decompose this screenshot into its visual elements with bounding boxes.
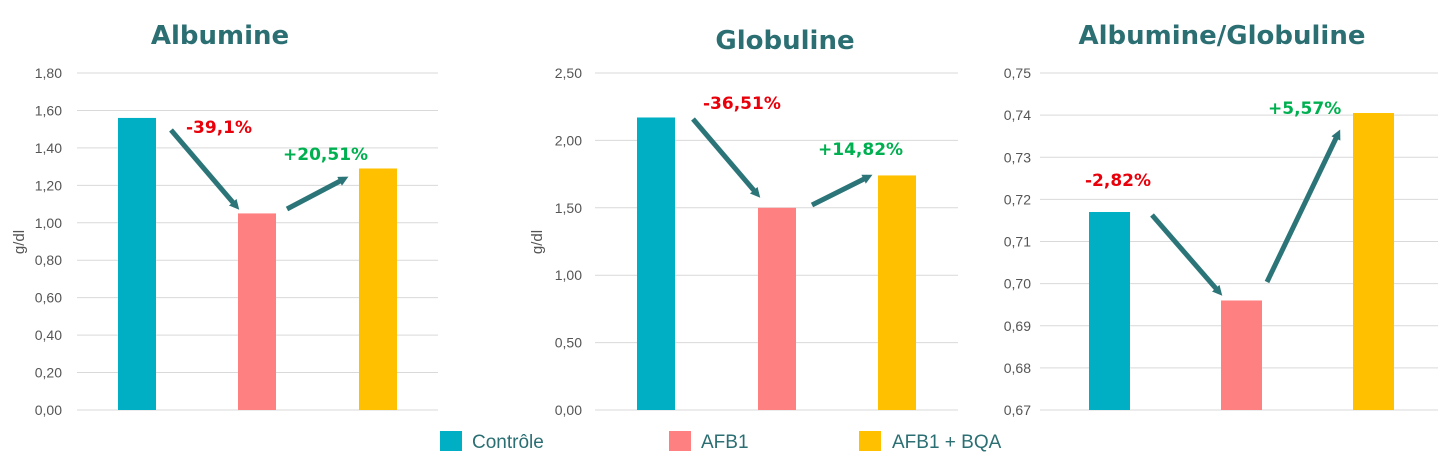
- y-axis-label: g/dl: [11, 230, 28, 254]
- bar-controle: [1089, 212, 1130, 410]
- legend-swatch: [669, 431, 691, 451]
- annotation-negative: -2,82%: [1085, 171, 1151, 191]
- y-tick-label: 0,00: [35, 402, 62, 418]
- y-tick-label: 0,70: [1004, 276, 1031, 292]
- y-tick-label: 0,40: [35, 327, 62, 343]
- annotation-positive: +20,51%: [283, 145, 368, 165]
- arrow-decrease: [1150, 213, 1223, 296]
- legend-label: Contrôle: [472, 432, 544, 453]
- bar-controle: [637, 117, 675, 410]
- y-tick-label: 1,20: [35, 177, 62, 193]
- legend: Contrôle AFB1 AFB1 + BQA: [440, 431, 1002, 453]
- bar-afb1-bqa: [1353, 113, 1394, 411]
- bar-afb1-bqa: [878, 175, 916, 410]
- y-tick-label: 2,50: [555, 65, 582, 81]
- bar-afb1: [238, 213, 276, 410]
- chart-albumine: Albumine g/dl 0,00 0,20 0,40 0,60 0,80 1,00 1,…: [11, 21, 438, 418]
- bar-afb1: [1221, 300, 1262, 410]
- bar-afb1-bqa: [359, 168, 397, 410]
- chart-title: Albumine/Globuline: [1078, 21, 1365, 51]
- y-tick-label: 1,60: [35, 102, 62, 118]
- arrow-decrease: [169, 128, 240, 210]
- y-tick-label: 0,50: [555, 335, 582, 351]
- y-tick-label: 0,67: [1004, 402, 1031, 418]
- chart-albumine-globuline: Albumine/Globuline 0,67 0,68 0,69 0,70 0,71 0…: [1004, 21, 1438, 418]
- annotation-positive: +14,82%: [818, 140, 903, 160]
- y-tick-label: 0,20: [35, 365, 62, 381]
- arrow-increase: [285, 176, 349, 212]
- y-tick-label: 2,00: [555, 132, 582, 148]
- y-tick-label: 0,80: [35, 252, 62, 268]
- legend-item-afb1: AFB1: [669, 431, 749, 453]
- legend-item-controle: Contrôle: [440, 431, 544, 453]
- annotation-positive: +5,57%: [1268, 99, 1341, 119]
- legend-label: AFB1 + BQA: [892, 432, 1002, 453]
- chart-globuline: Globuline g/dl 0,000,501,001,502,002,50 …: [529, 26, 958, 418]
- y-tick-label: 1,00: [555, 267, 582, 283]
- arrow-increase: [810, 174, 873, 208]
- legend-label: AFB1: [701, 432, 749, 453]
- arrow-decrease: [691, 117, 761, 198]
- y-tick-label: 0,00: [555, 402, 582, 418]
- annotation-negative: -39,1%: [186, 118, 252, 138]
- y-tick-label: 0,69: [1004, 318, 1031, 334]
- legend-swatch: [440, 431, 462, 451]
- bar-controle: [118, 117, 156, 410]
- legend-swatch: [859, 431, 881, 451]
- y-tick-label: 0,73: [1004, 149, 1031, 165]
- chart-title: Globuline: [715, 26, 854, 56]
- y-tick-label: 0,68: [1004, 360, 1031, 376]
- bar-afb1: [758, 207, 796, 410]
- y-tick-label: 0,75: [1004, 65, 1031, 81]
- y-tick-label: 0,71: [1004, 234, 1031, 250]
- y-tick-label: 1,50: [555, 200, 582, 216]
- y-tick-label: 1,80: [35, 65, 62, 81]
- y-tick-label: 0,74: [1004, 107, 1031, 123]
- y-tick-label: 1,00: [35, 215, 62, 231]
- y-tick-label: 0,72: [1004, 191, 1031, 207]
- chart-title: Albumine: [151, 21, 289, 51]
- y-tick-label: 0,60: [35, 290, 62, 306]
- arrow-increase: [1264, 129, 1341, 284]
- annotation-negative: -36,51%: [703, 94, 781, 114]
- y-tick-label: 1,40: [35, 140, 62, 156]
- legend-item-afb1-bqa: AFB1 + BQA: [859, 431, 1002, 453]
- y-axis-label: g/dl: [529, 230, 546, 254]
